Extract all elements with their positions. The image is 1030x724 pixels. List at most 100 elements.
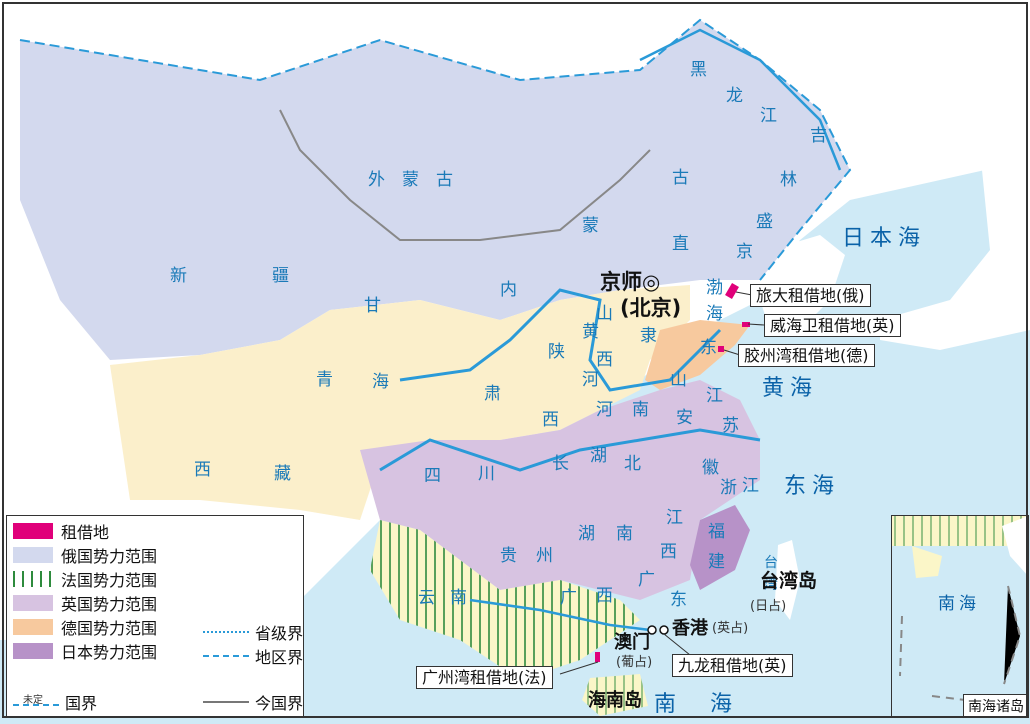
label-guizhou-1: 贵 bbox=[500, 546, 517, 566]
label-fujian-2: 建 bbox=[708, 552, 725, 572]
label-fujian-1: 福 bbox=[708, 522, 725, 542]
legend-line-today: 今国界 bbox=[203, 690, 303, 714]
legend-item-britain: 英国势力范围 bbox=[13, 592, 157, 614]
label-heilongjiang-3: 江 bbox=[760, 106, 777, 126]
legend-label-national-prefix: 未定 bbox=[23, 695, 43, 706]
label-guangxi-1: 广 bbox=[560, 588, 577, 608]
label-hunan-1: 湖 bbox=[578, 524, 595, 544]
legend-label-today: 今国界 bbox=[255, 694, 304, 713]
label-guangxi-2: 西 bbox=[596, 586, 613, 606]
label-shanxi-s-1: 陕 bbox=[548, 342, 565, 362]
label-hunan-2: 南 bbox=[616, 524, 633, 544]
label-jiangxi-1: 江 bbox=[666, 508, 683, 528]
label-shanxi-s-2: 西 bbox=[542, 410, 559, 430]
legend-label-japan: 日本势力范围 bbox=[61, 643, 158, 662]
label-yellow-sea: 黄海 bbox=[762, 376, 819, 401]
label-qinghai-1: 青 bbox=[316, 370, 333, 390]
legend-label-lease: 租借地 bbox=[61, 523, 110, 542]
label-shandong-2: 东 bbox=[700, 338, 717, 358]
lushun-callout bbox=[735, 291, 753, 296]
label-xinjiang-2: 疆 bbox=[272, 266, 289, 286]
britain-sphere bbox=[360, 380, 760, 600]
label-waimenggu: 外 蒙 古 bbox=[368, 170, 453, 190]
weihai-callout bbox=[747, 323, 765, 326]
guangzhouwan-lease-mark bbox=[595, 652, 600, 662]
legend-item-japan: 日本势力范围 bbox=[13, 640, 157, 662]
lease-label-jiulong: 九龙租借地(英) bbox=[672, 654, 793, 678]
label-inset-sea: 南海 bbox=[938, 594, 980, 614]
japan-sphere bbox=[690, 505, 750, 590]
legend-swatch-national bbox=[13, 704, 59, 706]
legend-label-france: 法国势力范围 bbox=[61, 571, 158, 590]
legend: 租借地 俄国势力范围 法国势力范围 英国势力范围 德国势力范围 日本势力范围 省… bbox=[6, 515, 304, 717]
label-hongkong-note: (英占) bbox=[712, 621, 749, 636]
label-guizhou-2: 州 bbox=[536, 546, 553, 566]
label-gansu-2: 肃 bbox=[484, 384, 501, 404]
label-anhui-1: 安 bbox=[676, 408, 693, 428]
legend-swatch-district bbox=[203, 655, 249, 657]
label-xinjiang-1: 新 bbox=[170, 266, 187, 286]
label-japan-sea: 日本海 bbox=[842, 226, 927, 251]
legend-line-province: 省级界 bbox=[203, 620, 303, 644]
legend-item-germany: 德国势力范围 bbox=[13, 616, 157, 638]
label-jiangxi-2: 西 bbox=[660, 542, 677, 562]
hongkong-dot bbox=[659, 625, 669, 635]
legend-swatch-japan bbox=[13, 643, 53, 659]
pearl-river bbox=[469, 598, 651, 632]
label-jilin-2: 林 bbox=[780, 170, 797, 190]
label-qinghai-2: 海 bbox=[372, 372, 389, 392]
label-huanghe-1: 黄 bbox=[582, 322, 599, 342]
taiwan-island bbox=[775, 540, 800, 620]
label-jiangsu-2: 苏 bbox=[722, 416, 739, 436]
label-macau: 澳门 bbox=[614, 632, 650, 653]
legend-swatch-today bbox=[203, 701, 249, 703]
label-bohai-2: 海 bbox=[706, 304, 723, 324]
legend-swatch-britain bbox=[13, 595, 53, 611]
france-sphere bbox=[370, 520, 640, 680]
label-gansu-1: 甘 bbox=[364, 296, 381, 316]
label-neimenggu-2: 蒙 bbox=[582, 216, 599, 236]
label-zhili: 直 bbox=[672, 234, 689, 254]
label-shengjing-2: 京 bbox=[736, 242, 753, 262]
legend-swatch-russia bbox=[13, 547, 53, 563]
yangtze-river bbox=[379, 428, 761, 472]
legend-label-britain: 英国势力范围 bbox=[61, 595, 158, 614]
yellow-river bbox=[399, 288, 722, 392]
jiaozhou-callout bbox=[723, 349, 741, 356]
label-li: 隶 bbox=[640, 326, 657, 346]
jiulong-callout bbox=[663, 633, 691, 656]
label-hubei-2: 北 bbox=[624, 454, 641, 474]
label-changjiang: 长 bbox=[552, 454, 569, 474]
label-zhejiang-1: 浙 bbox=[720, 478, 737, 498]
label-henan-2: 南 bbox=[632, 400, 649, 420]
hainan-island-hatch bbox=[582, 674, 648, 716]
label-taiwan-pillar-1: 台 bbox=[764, 555, 778, 571]
label-jiangsu-1: 江 bbox=[706, 386, 723, 406]
label-south-sea: 南 海 bbox=[654, 692, 739, 717]
russia-sphere bbox=[20, 20, 850, 360]
today-border bbox=[279, 109, 651, 241]
legend-label-province: 省级界 bbox=[255, 624, 304, 643]
label-sichuan-1: 四 bbox=[424, 466, 441, 486]
legend-label-russia: 俄国势力范围 bbox=[61, 547, 158, 566]
label-shandong-1: 山 bbox=[670, 370, 687, 390]
label-taiwan-island: 台湾岛 bbox=[760, 570, 818, 592]
legend-swatch-province bbox=[203, 631, 249, 633]
south-sea-inset: 南海 南海诸岛 bbox=[891, 515, 1029, 718]
legend-item-russia: 俄国势力范围 bbox=[13, 544, 157, 566]
jiaozhou-lease-mark bbox=[718, 346, 724, 352]
lease-label-weihai: 威海卫租借地(英) bbox=[764, 314, 901, 338]
label-zhejiang-2: 江 bbox=[742, 476, 759, 496]
label-xizang-1: 西 bbox=[194, 460, 211, 480]
label-east-sea: 东海 bbox=[784, 474, 841, 499]
neutral-china bbox=[110, 285, 690, 520]
label-capital-sub: (北京) bbox=[620, 296, 682, 320]
inset-title: 南海诸岛 bbox=[963, 694, 1028, 717]
label-macau-note: (葡占) bbox=[616, 655, 653, 670]
label-jilin-1: 吉 bbox=[810, 126, 827, 146]
label-heilongjiang-2: 龙 bbox=[726, 86, 743, 106]
label-neimenggu-3: 古 bbox=[672, 168, 689, 188]
legend-item-france: 法国势力范围 bbox=[13, 568, 157, 590]
label-capital: 京师◎ bbox=[600, 270, 661, 294]
label-sichuan-2: 川 bbox=[478, 464, 495, 484]
